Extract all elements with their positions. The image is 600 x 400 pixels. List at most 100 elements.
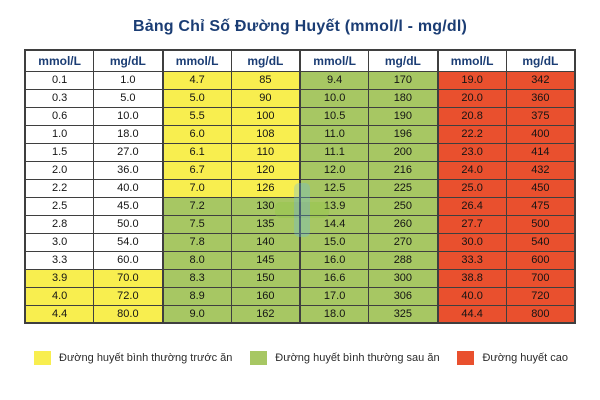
mgdl-value-cell: 500 — [505, 214, 576, 234]
table-row: 0.6 10.0 5.5 100 10.5 190 20.8 375 — [24, 106, 576, 126]
table-row: 2.0 36.0 6.7 120 12.0 216 24.0 432 — [24, 160, 576, 180]
mmol-value-cell: 18.0 — [299, 304, 370, 324]
mgdl-value-cell: 540 — [505, 232, 576, 252]
mgdl-value-cell: 414 — [505, 142, 576, 162]
mmol-value-cell: 6.7 — [161, 160, 232, 180]
mgdl-value-cell: 27.0 — [93, 142, 163, 162]
mmol-value-cell: 2.8 — [24, 214, 95, 234]
mgdl-value-cell: 190 — [368, 106, 438, 126]
mmol-value-cell: 8.0 — [161, 250, 232, 270]
mgdl-value-cell: 288 — [368, 250, 438, 270]
legend-label-before-meal: Đường huyết bình thường trước ăn — [59, 352, 233, 364]
legend-item-normal-before-meal: Đường huyết bình thường trước ăn — [34, 351, 232, 365]
column-header-mmol: mmol/L — [299, 49, 370, 72]
mmol-value-cell: 9.4 — [299, 70, 370, 90]
mmol-value-cell: 9.0 — [161, 304, 232, 324]
page-title: Bảng Chỉ Số Đường Huyết (mmol/l - mg/dl) — [132, 18, 468, 35]
mgdl-value-cell: 40.0 — [93, 178, 163, 198]
mmol-value-cell: 5.0 — [161, 88, 232, 108]
mmol-value-cell: 0.3 — [24, 88, 95, 108]
mgdl-value-cell: 45.0 — [93, 196, 163, 216]
table-row: 2.2 40.0 7.0 126 12.5 225 25.0 450 — [24, 178, 576, 198]
table-row: 4.0 72.0 8.9 160 17.0 306 40.0 720 — [24, 286, 576, 306]
mgdl-value-cell: 180 — [368, 88, 438, 108]
mmol-value-cell: 8.9 — [161, 286, 232, 306]
mgdl-value-cell: 700 — [505, 268, 576, 288]
mgdl-value-cell: 216 — [368, 160, 438, 180]
mmol-value-cell: 0.1 — [24, 70, 95, 90]
mgdl-value-cell: 140 — [230, 232, 301, 252]
mgdl-value-cell: 5.0 — [93, 88, 163, 108]
mgdl-value-cell: 196 — [368, 124, 438, 144]
mgdl-value-cell: 720 — [505, 286, 576, 306]
mgdl-value-cell: 342 — [505, 70, 576, 90]
mmol-value-cell: 7.2 — [161, 196, 232, 216]
mgdl-value-cell: 100 — [230, 106, 301, 126]
mgdl-value-cell: 375 — [505, 106, 576, 126]
mgdl-value-cell: 50.0 — [93, 214, 163, 234]
mmol-value-cell: 4.4 — [24, 304, 95, 324]
mmol-value-cell: 12.0 — [299, 160, 370, 180]
mmol-value-cell: 2.2 — [24, 178, 95, 198]
mgdl-value-cell: 130 — [230, 196, 301, 216]
mmol-value-cell: 14.4 — [299, 214, 370, 234]
mmol-value-cell: 11.1 — [299, 142, 370, 162]
mgdl-value-cell: 225 — [368, 178, 438, 198]
mmol-value-cell: 10.5 — [299, 106, 370, 126]
mgdl-value-cell: 90 — [230, 88, 301, 108]
mmol-value-cell: 20.8 — [436, 106, 507, 126]
mgdl-value-cell: 18.0 — [93, 124, 163, 144]
mgdl-value-cell: 800 — [505, 304, 576, 324]
mgdl-value-cell: 306 — [368, 286, 438, 306]
mgdl-value-cell: 150 — [230, 268, 301, 288]
mmol-value-cell: 8.3 — [161, 268, 232, 288]
mgdl-value-cell: 108 — [230, 124, 301, 144]
column-header-mmol: mmol/L — [436, 49, 507, 72]
mgdl-value-cell: 250 — [368, 196, 438, 216]
mgdl-value-cell: 600 — [505, 250, 576, 270]
mmol-value-cell: 38.8 — [436, 268, 507, 288]
mgdl-value-cell: 80.0 — [93, 304, 163, 324]
mmol-value-cell: 22.2 — [436, 124, 507, 144]
mgdl-value-cell: 160 — [230, 286, 301, 306]
mmol-value-cell: 27.7 — [436, 214, 507, 234]
mmol-value-cell: 3.0 — [24, 232, 95, 252]
table-row: 2.8 50.0 7.5 135 14.4 260 27.7 500 — [24, 214, 576, 234]
table-row: 1.5 27.0 6.1 110 11.1 200 23.0 414 — [24, 142, 576, 162]
mgdl-value-cell: 126 — [230, 178, 301, 198]
table-row: 4.4 80.0 9.0 162 18.0 325 44.4 800 — [24, 304, 576, 324]
mgdl-value-cell: 135 — [230, 214, 301, 234]
mgdl-value-cell: 120 — [230, 160, 301, 180]
mgdl-value-cell: 360 — [505, 88, 576, 108]
mgdl-value-cell: 162 — [230, 304, 301, 324]
table-row: 2.5 45.0 7.2 130 13.9 250 26.4 475 — [24, 196, 576, 216]
mgdl-value-cell: 1.0 — [93, 70, 163, 90]
mgdl-value-cell: 36.0 — [93, 160, 163, 180]
mgdl-value-cell: 475 — [505, 196, 576, 216]
mmol-value-cell: 1.0 — [24, 124, 95, 144]
mgdl-value-cell: 110 — [230, 142, 301, 162]
mgdl-value-cell: 54.0 — [93, 232, 163, 252]
mmol-value-cell: 33.3 — [436, 250, 507, 270]
mmol-value-cell: 40.0 — [436, 286, 507, 306]
mgdl-value-cell: 70.0 — [93, 268, 163, 288]
column-header-mgdl: mg/dL — [505, 49, 576, 72]
mmol-value-cell: 24.0 — [436, 160, 507, 180]
mmol-value-cell: 20.0 — [436, 88, 507, 108]
mmol-value-cell: 7.0 — [161, 178, 232, 198]
table-row: 3.9 70.0 8.3 150 16.6 300 38.8 700 — [24, 268, 576, 288]
mmol-value-cell: 17.0 — [299, 286, 370, 306]
mmol-value-cell: 6.0 — [161, 124, 232, 144]
red-swatch-icon — [457, 351, 475, 365]
mmol-value-cell: 4.7 — [161, 70, 232, 90]
header-row: mmol/L mg/dL mmol/L mg/dL mmol/L mg/dL mmol/L m… — [24, 49, 576, 72]
mmol-value-cell: 23.0 — [436, 142, 507, 162]
mgdl-value-cell: 145 — [230, 250, 301, 270]
mmol-value-cell: 25.0 — [436, 178, 507, 198]
mgdl-value-cell: 200 — [368, 142, 438, 162]
mmol-value-cell: 1.5 — [24, 142, 95, 162]
glucose-table: mmol/L mg/dL mmol/L mg/dL mmol/L mg/dL mmol/L m… — [24, 49, 576, 324]
table-row: 1.0 18.0 6.0 108 11.0 196 22.2 400 — [24, 124, 576, 144]
yellow-swatch-icon — [34, 351, 51, 365]
legend-item-high-glucose: Đường huyết cao — [457, 351, 568, 365]
